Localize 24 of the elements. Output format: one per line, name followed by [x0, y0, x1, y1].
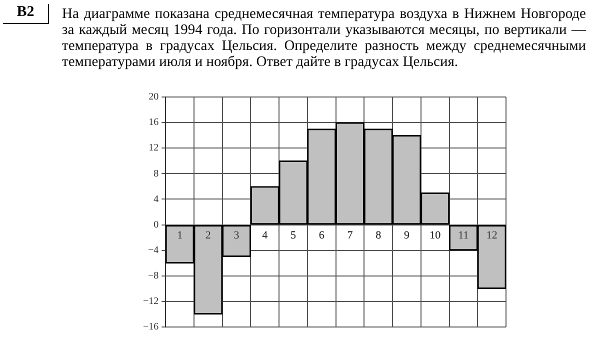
- y-tick-label: 16: [148, 117, 159, 128]
- y-tick-label: 0: [154, 219, 159, 230]
- x-tick-label: 5: [290, 229, 297, 242]
- x-tick-label: 10: [430, 229, 442, 242]
- x-tick-label: 6: [318, 229, 325, 242]
- x-tick-label: 7: [347, 229, 354, 242]
- x-tick-label: 9: [404, 229, 410, 242]
- y-tick-label: 8: [154, 168, 159, 180]
- x-tick-label: 1: [177, 229, 183, 242]
- x-tick-label: 2: [205, 229, 211, 242]
- y-tick-label: 4: [154, 194, 159, 205]
- text: B2: [3, 4, 49, 24]
- y-tick-label: 20: [148, 92, 159, 103]
- y-tick-label: −12: [143, 296, 159, 308]
- x-tick-label: 4: [262, 229, 268, 242]
- chart-title: На диаграмме показана среднемесячная температура воздуха в Нижнем Новгороде за каждый месяц 1994 года. По горизонтали указываются месяцы, по вертикали — температура в градусах Цельсия. Определите разность между среднемесячными температурами июля и ноября. Ответ дайте в градусах Цельсия.: [62, 6, 586, 70]
- x-tick-label: 11: [458, 229, 469, 242]
- y-tick-label: −8: [148, 270, 159, 282]
- x-tick-label: 8: [376, 229, 382, 242]
- y-tick-label: −16: [143, 322, 159, 333]
- y-tick-label: 12: [148, 142, 159, 154]
- x-tick-label: 12: [486, 229, 498, 242]
- x-tick-label: 3: [234, 229, 240, 242]
- y-tick-label: −4: [148, 244, 159, 256]
